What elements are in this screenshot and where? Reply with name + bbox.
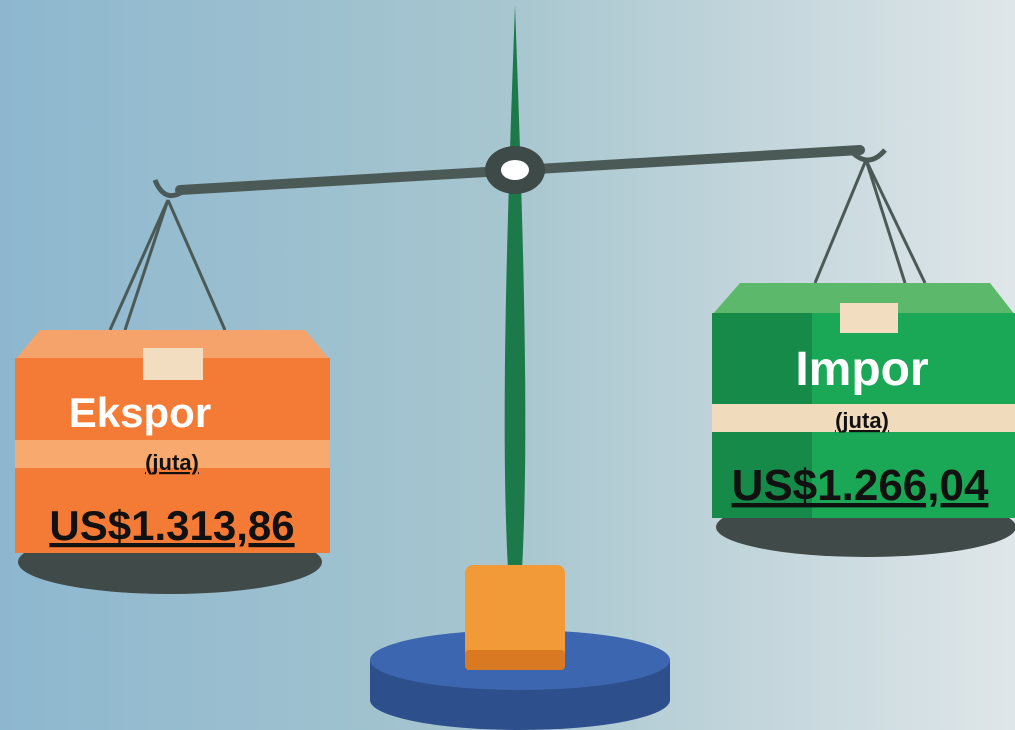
import-value: US$1.266,04 [732, 461, 989, 510]
right-box-label [840, 303, 898, 333]
import-unit: (juta) [835, 408, 889, 433]
pole-block-shade [465, 650, 565, 670]
page: Ekspor (juta) US$1.313,86 Impor (juta) U… [0, 0, 1015, 730]
export-unit: (juta) [145, 450, 199, 475]
pivot-hole [501, 160, 529, 180]
export-label: Ekspor [69, 389, 211, 436]
left-box-label [143, 348, 203, 380]
export-value: US$1.313,86 [49, 502, 294, 549]
import-label: Impor [795, 343, 928, 396]
scale-illustration: Ekspor (juta) US$1.313,86 Impor (juta) U… [0, 0, 1015, 730]
